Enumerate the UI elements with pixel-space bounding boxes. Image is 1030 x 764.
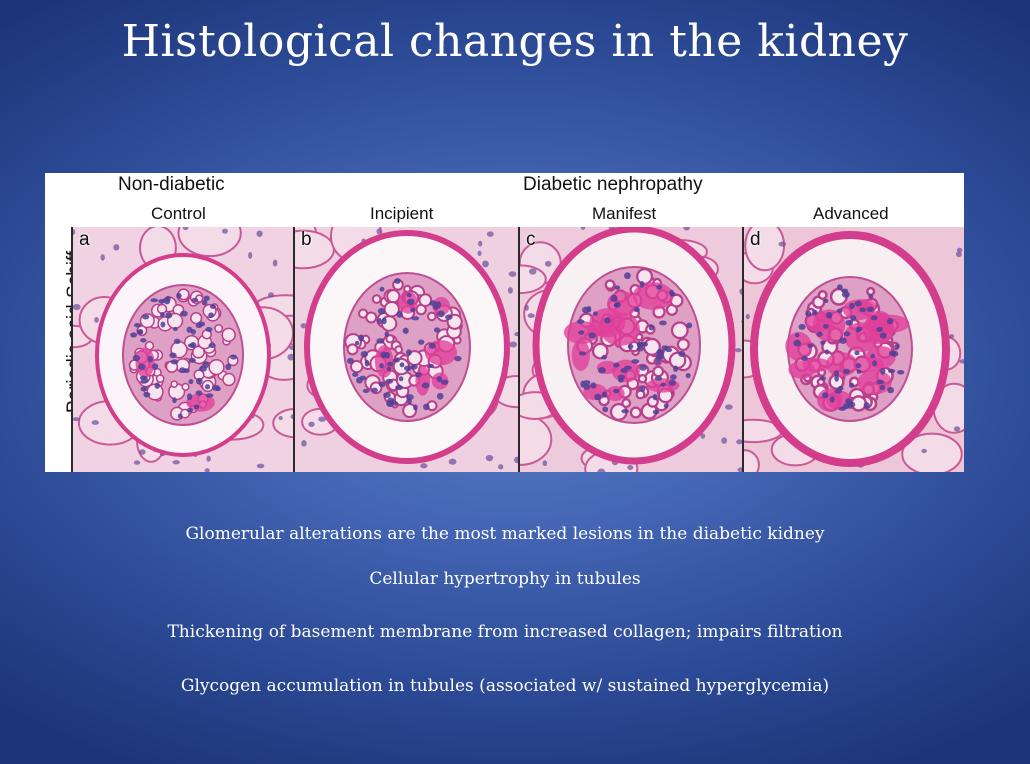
stage-label-advanced: Advanced bbox=[813, 204, 889, 223]
group-label-diabetic: Diabetic nephropathy bbox=[523, 174, 703, 195]
slide-title: Histological changes in the kidney bbox=[121, 16, 909, 67]
panel-letter-d: d bbox=[750, 229, 761, 250]
panel-letter-a: a bbox=[79, 229, 90, 250]
bullet-item-basement-membrane: Thickening of basement membrane from inc… bbox=[167, 622, 843, 642]
micrograph-panel-manifest: c bbox=[518, 227, 744, 472]
stage-label-manifest: Manifest bbox=[592, 204, 657, 223]
micrograph-manifest-image bbox=[520, 227, 744, 472]
histology-figure: Non-diabetic Diabetic nephropathy Contro… bbox=[45, 173, 964, 472]
micrograph-control-image bbox=[73, 227, 295, 472]
stage-label-incipient: Incipient bbox=[370, 204, 434, 223]
bullet-item-glomerular: Glomerular alterations are the most mark… bbox=[185, 524, 825, 544]
micrograph-panel-advanced: d bbox=[742, 227, 964, 472]
micrograph-incipient-image bbox=[295, 227, 520, 472]
micrograph-panel-incipient: b bbox=[293, 227, 520, 472]
panel-letter-c: c bbox=[526, 229, 536, 250]
micrograph-panel-control: a bbox=[71, 227, 295, 472]
stage-label-control: Control bbox=[151, 204, 206, 223]
bullet-item-glycogen: Glycogen accumulation in tubules (associ… bbox=[180, 676, 830, 696]
micrograph-advanced-image bbox=[744, 227, 964, 472]
group-label-non-diabetic: Non-diabetic bbox=[118, 174, 225, 195]
panel-letter-b: b bbox=[301, 229, 312, 250]
bullet-item-hypertrophy: Cellular hypertrophy in tubules bbox=[369, 569, 641, 589]
